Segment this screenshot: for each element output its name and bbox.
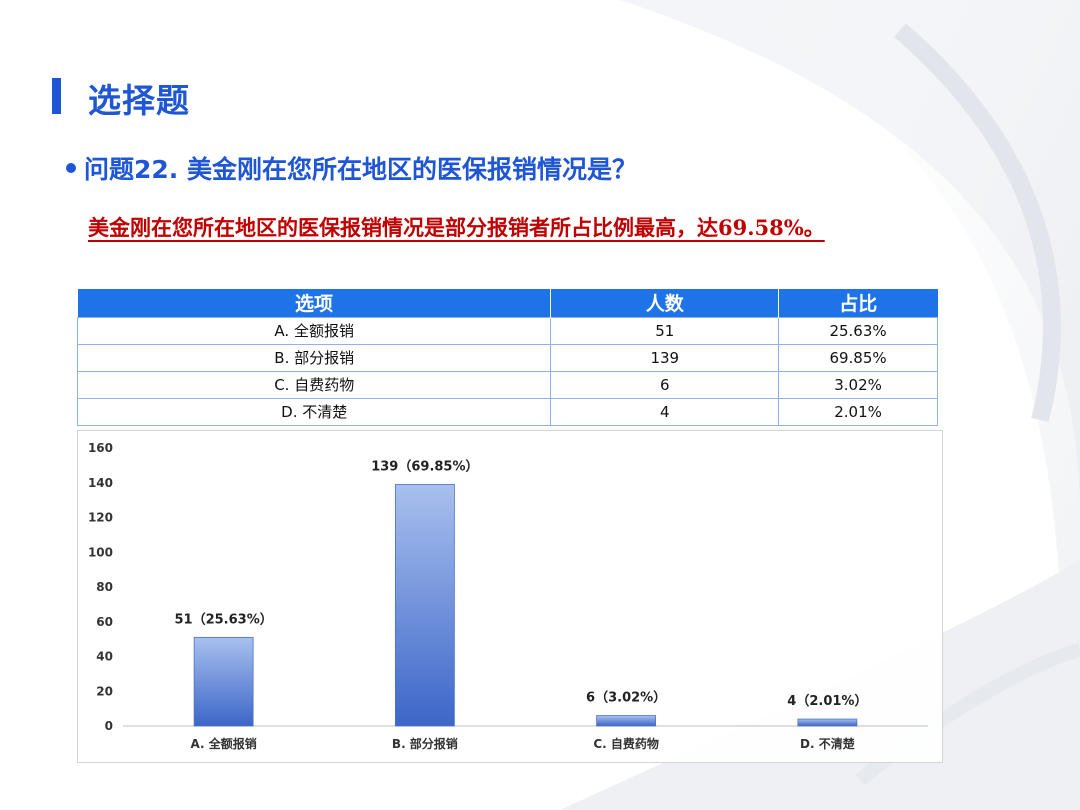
y-tick-label: 60 <box>96 615 113 629</box>
cell-percent: 69.85% <box>778 343 938 372</box>
cell-option: D. 不清楚 <box>76 397 552 426</box>
cell-percent: 25.63% <box>778 316 938 345</box>
cell-option: A. 全额报销 <box>76 316 552 345</box>
bar-chart: 0 20 40 60 80 100 120 140 160 51（25.63%） 139（69.8… <box>77 430 943 763</box>
y-tick-label: 100 <box>88 545 113 559</box>
results-table: 选项 人数 占比 A. 全额报销 51 25.63% B. 部分报销 139 6… <box>76 289 938 426</box>
bar <box>193 636 254 727</box>
bar-chart-svg: 0 20 40 60 80 100 120 140 160 51（25.63%） 139（69.8… <box>88 441 928 751</box>
cell-percent: 2.01% <box>778 397 938 426</box>
question-heading: 问题22. 美金刚在您所在地区的医保报销情况是？ <box>66 150 637 186</box>
table-row: A. 全额报销 51 25.63% <box>76 316 938 345</box>
category-label: C. 自费药物 <box>593 736 659 751</box>
y-tick-label: 140 <box>88 476 113 490</box>
header-count: 人数 <box>550 289 780 317</box>
cell-option: C. 自费药物 <box>76 370 552 399</box>
bar <box>596 715 657 727</box>
header-option: 选项 <box>77 289 552 317</box>
bullet-icon <box>66 163 76 173</box>
conclusion-value: 69.58%。 <box>718 215 825 240</box>
table-header-row: 选项 人数 占比 <box>77 289 938 317</box>
cell-count: 139 <box>550 343 780 372</box>
category-label: A. 全额报销 <box>191 736 257 751</box>
bar <box>797 718 858 727</box>
cell-option: B. 部分报销 <box>76 343 552 372</box>
y-tick-label: 80 <box>96 580 113 594</box>
cell-count: 51 <box>550 316 780 345</box>
y-tick-label: 120 <box>88 511 113 525</box>
table-row: D. 不清楚 4 2.01% <box>76 397 938 426</box>
y-tick-label: 40 <box>96 650 113 664</box>
header-percent: 占比 <box>778 289 938 317</box>
conclusion-sentence: 美金刚在您所在地区的医保报销情况是部分报销者所占比例最高，达 <box>88 216 718 240</box>
y-tick-label: 0 <box>105 719 113 733</box>
cell-percent: 3.02% <box>778 370 938 399</box>
section-title: 选择题 <box>88 81 190 120</box>
data-label: 6（3.02%） <box>586 690 666 706</box>
y-tick-label: 20 <box>96 684 113 698</box>
table-row: B. 部分报销 139 69.85% <box>76 343 938 372</box>
cell-count: 4 <box>550 397 780 426</box>
bar <box>394 484 455 727</box>
cell-count: 6 <box>550 370 780 399</box>
data-label: 139（69.85%） <box>371 458 478 474</box>
conclusion-text: 美金刚在您所在地区的医保报销情况是部分报销者所占比例最高，达69.58%。 <box>88 212 825 242</box>
data-label: 4（2.01%） <box>787 693 867 709</box>
data-label: 51（25.63%） <box>175 611 273 627</box>
question-text: 问题22. 美金刚在您所在地区的医保报销情况是？ <box>84 155 637 184</box>
y-tick-label: 160 <box>88 441 113 455</box>
category-label: D. 不清楚 <box>800 736 856 751</box>
section-accent-bar <box>52 78 61 114</box>
table-row: C. 自费药物 6 3.02% <box>76 370 938 399</box>
category-label: B. 部分报销 <box>392 736 458 751</box>
